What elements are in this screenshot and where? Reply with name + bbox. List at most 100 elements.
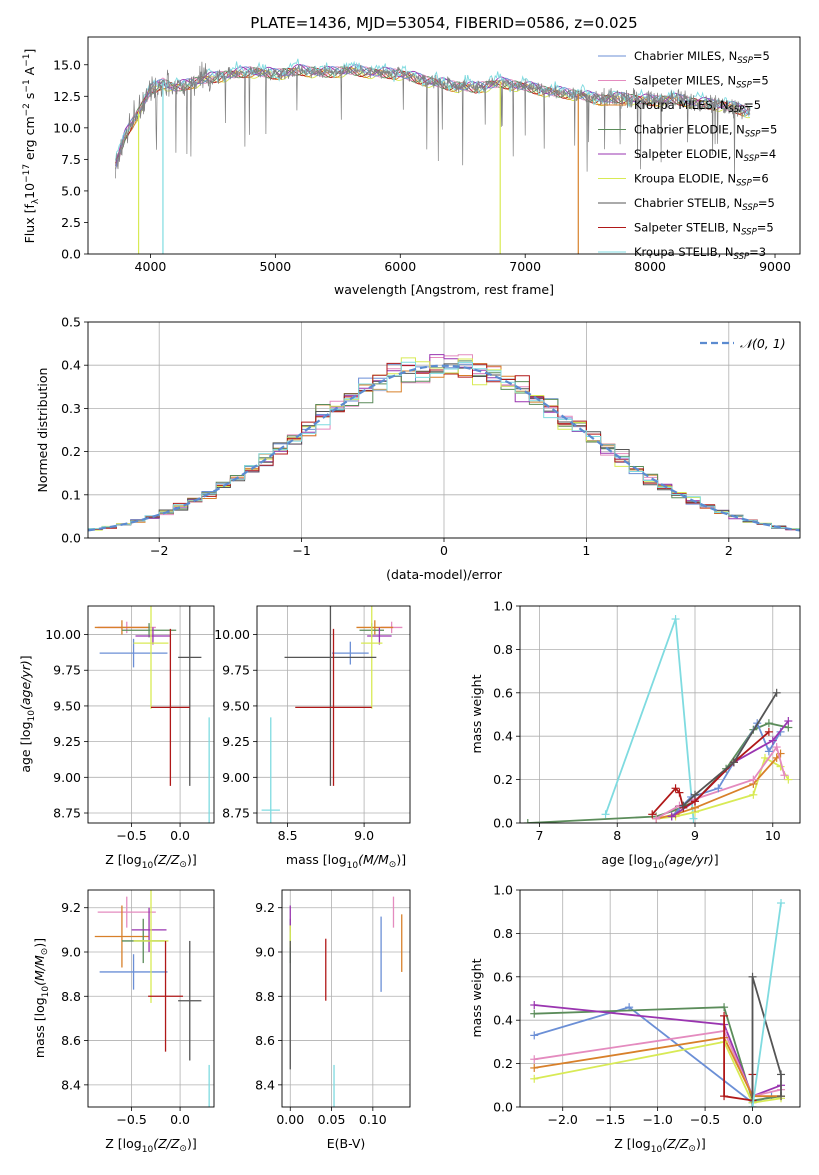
plot-area-residuals xyxy=(88,354,800,532)
legend-text: Chabrier ELODIE, N xyxy=(634,123,745,137)
y-tick-label: 9.50 xyxy=(53,698,81,713)
x-tick-label: −1.0 xyxy=(642,1112,672,1127)
x-tick-label: −0.5 xyxy=(116,1112,146,1127)
y-tick-label: 10.00 xyxy=(214,627,250,642)
y-tick-label: 0.2 xyxy=(493,1056,513,1071)
x-tick-label: −2 xyxy=(150,543,168,558)
label-part: ] xyxy=(22,49,37,54)
y-tick-label: 2.5 xyxy=(61,215,81,230)
y-tick-label: 7.5 xyxy=(61,152,81,167)
label-sub: 10 xyxy=(347,861,359,871)
x-tick-label: 4000 xyxy=(135,259,167,274)
legend-text: =5 xyxy=(753,49,770,63)
x-tick-label: 6000 xyxy=(384,259,416,274)
residuals-xlabel: (data-model)/error xyxy=(386,567,503,582)
x-tick-label: 9.0 xyxy=(354,828,374,843)
axes-weight_vs_Z: −2.0 −1.5 −1.0 −0.5 0.0 0.0 0.2 0.4 0.6 0.8 1.0 Z [… xyxy=(469,883,801,1155)
axes-residuals: −2 −1 0 1 2 0.0 0.1 0.2 0.3 0.4 0.5 (data-model)/er… xyxy=(35,315,801,582)
y-tick-label: 15.0 xyxy=(53,57,81,72)
weight-vs-Z-xlabel: Z [log10(Z/Z⊙)] xyxy=(614,1136,705,1155)
label-sub: ⊙ xyxy=(688,1144,696,1154)
legend-label-chabrier_elodie: Chabrier ELODIE, NSSP=5 xyxy=(634,123,777,140)
y-tick-label: 0.8 xyxy=(493,926,513,941)
axes-frame xyxy=(281,889,411,1108)
y-tick-label: 0.2 xyxy=(493,772,513,787)
x-tick-label: 8 xyxy=(613,828,621,843)
age-vs-Z-xlabel: Z [log10(Z/Z⊙)] xyxy=(105,852,196,871)
y-tick-label: 1.0 xyxy=(493,883,513,898)
y-tick-label: 8.75 xyxy=(53,806,81,821)
x-tick-label: 8.5 xyxy=(278,828,298,843)
label-sup: −1 xyxy=(22,79,32,92)
legend-sub: SSP xyxy=(742,203,758,213)
label-sub: 10 xyxy=(651,1145,663,1155)
axes-frame xyxy=(87,889,215,1108)
y-tick-label: 9.25 xyxy=(222,734,250,749)
legend-text: =5 xyxy=(757,221,774,235)
legend-text: =5 xyxy=(758,196,775,210)
y-tick-label: 0.6 xyxy=(493,969,513,984)
axes-frame xyxy=(87,605,215,824)
legend-text: Chabrier STELIB, N xyxy=(634,196,742,210)
spectrum-data-line xyxy=(115,61,751,179)
label-sub: 10 xyxy=(142,1145,154,1155)
label-sub: ⊙ xyxy=(40,948,50,956)
weight-line-kroupa_stelib xyxy=(751,902,782,1107)
y-tick-label: 0.6 xyxy=(493,685,513,700)
x-tick-label: 0.00 xyxy=(276,1112,304,1127)
legend-sub: SSP xyxy=(734,252,750,262)
label-part: age [log xyxy=(18,721,33,772)
x-tick-label: −1 xyxy=(292,543,310,558)
axes-frame xyxy=(519,605,801,824)
weight-vs-age-ylabel: mass weight xyxy=(469,674,484,753)
legend-sub: SSP xyxy=(736,179,752,189)
y-tick-label: 1.0 xyxy=(493,599,513,614)
label-part: (Z/Z xyxy=(153,852,180,867)
label-part: erg cm xyxy=(22,116,37,164)
mass-vs-ebv-xlabel: E(B-V) xyxy=(327,1136,366,1151)
age-vs-mass-xlabel: mass [log10(M/M⊙)] xyxy=(286,852,406,871)
y-tick-label: 9.75 xyxy=(53,663,81,678)
weight-line-chabrier_elodie xyxy=(534,1006,782,1102)
y-tick-label: 0.0 xyxy=(493,816,513,831)
label-sub: ⊙ xyxy=(389,860,397,870)
y-tick-label: 9.50 xyxy=(222,698,250,713)
label-part: mass [log xyxy=(32,997,47,1058)
y-tick-label: 0.2 xyxy=(61,444,81,459)
residuals-ylabel: Normed distribution xyxy=(35,368,50,493)
x-tick-label: 0 xyxy=(440,543,448,558)
x-tick-label: −0.5 xyxy=(690,1112,720,1127)
weight-line-kroupa_miles xyxy=(534,1036,781,1098)
label-part: ] xyxy=(714,852,719,867)
label-part: )] xyxy=(187,1136,197,1151)
plot-area-weight_vs_Z xyxy=(530,899,786,1107)
y-tick-label: 0.3 xyxy=(61,401,81,416)
legend-sub: SSP xyxy=(736,81,752,91)
label-sup: −2 xyxy=(22,103,32,116)
x-tick-label: 9000 xyxy=(759,259,791,274)
label-part: (Z/Z xyxy=(662,1136,689,1151)
x-tick-label: 5000 xyxy=(259,259,291,274)
y-tick-label: 9.0 xyxy=(61,945,81,960)
x-tick-label: −2.0 xyxy=(548,1112,578,1127)
x-tick-label: −0.5 xyxy=(116,828,146,843)
legend-text: =6 xyxy=(752,172,769,186)
x-tick-label: 1 xyxy=(582,543,590,558)
label-part: (M/M xyxy=(358,852,389,867)
axes-frame xyxy=(256,605,411,824)
x-tick-label: 9 xyxy=(691,828,699,843)
weight-line-kroupa_stelib xyxy=(604,618,695,819)
label-part: Z [log xyxy=(105,852,141,867)
legend-label-salpeter_stelib: Salpeter STELIB, NSSP=5 xyxy=(634,221,774,238)
y-tick-label: 9.00 xyxy=(53,770,81,785)
legend-text: =5 xyxy=(744,98,761,112)
y-tick-label: 9.2 xyxy=(61,900,81,915)
y-tick-label: 9.75 xyxy=(222,663,250,678)
plot-area-mass_vs_Z xyxy=(94,890,210,1107)
label-part: (Z/Z xyxy=(153,1136,180,1151)
y-tick-label: 8.4 xyxy=(255,1077,275,1092)
y-tick-label: 0.0 xyxy=(493,1100,513,1115)
x-tick-label: 7000 xyxy=(509,259,541,274)
